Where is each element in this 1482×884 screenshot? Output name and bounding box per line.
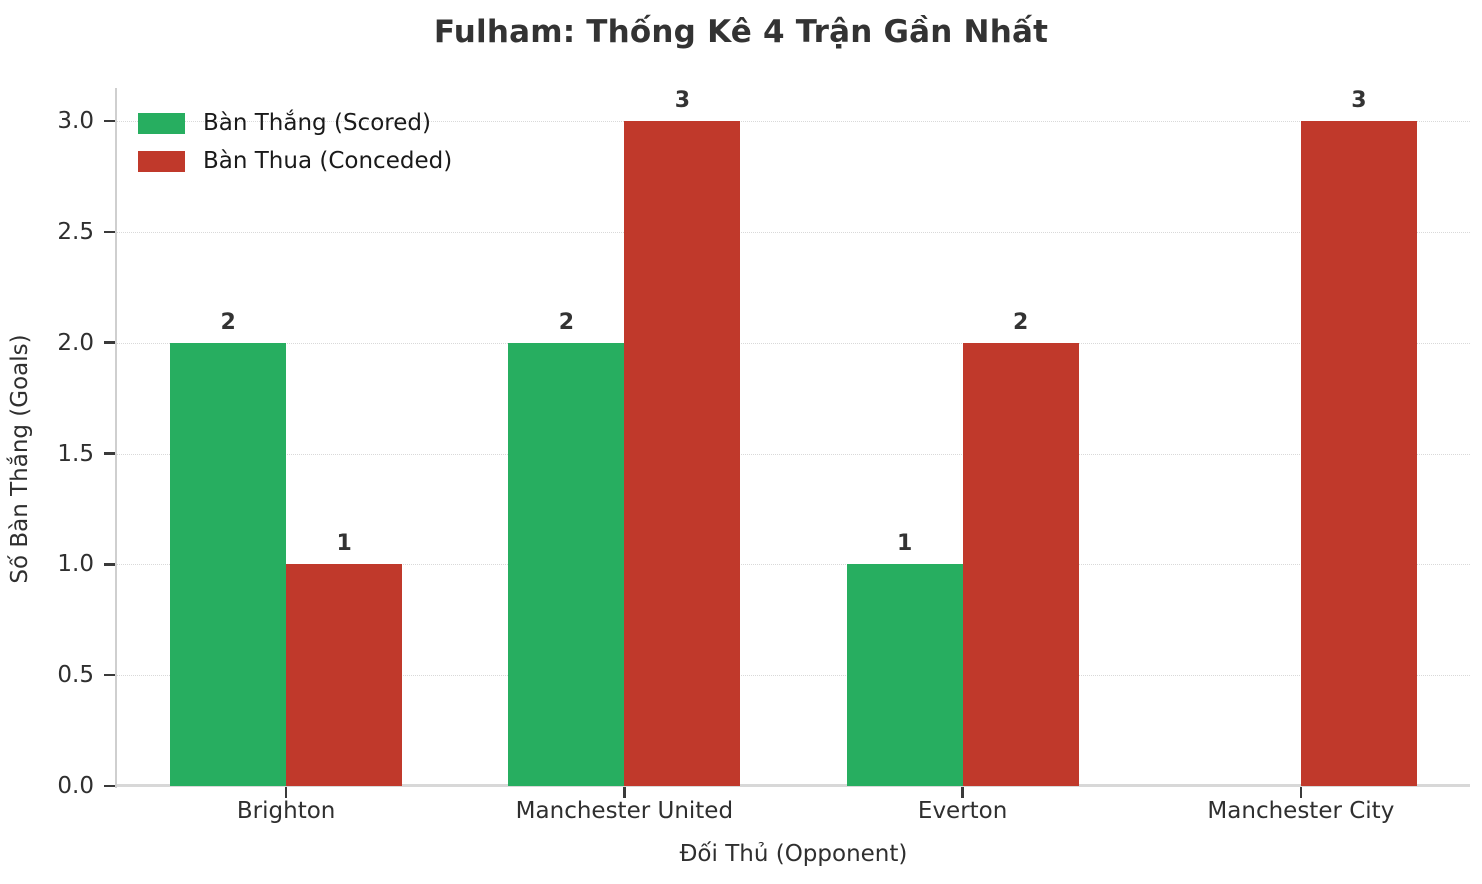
bar[interactable] (286, 564, 403, 786)
y-tick-mark (104, 673, 115, 677)
x-axis-spine (117, 784, 1470, 787)
gridline (117, 342, 1470, 344)
y-tick-label: 1.5 (57, 440, 94, 467)
bar-value-label: 1 (336, 531, 352, 557)
x-tick-mark (961, 787, 964, 798)
y-tick-mark (104, 784, 115, 788)
y-tick-label: 1.0 (57, 551, 94, 578)
bar-value-label: 3 (1351, 88, 1367, 113)
x-tick-label: Everton (917, 798, 1008, 824)
bar[interactable] (624, 121, 741, 786)
legend-label-conceded: Bàn Thua (Conceded) (203, 148, 453, 174)
chart-legend: Bàn Thắng (Scored) Bàn Thua (Conceded) (138, 104, 452, 180)
chart-title: Fulham: Thống Kê 4 Trận Gần Nhất (433, 14, 1049, 50)
y-axis-spine (115, 88, 118, 788)
y-tick-mark (104, 119, 115, 123)
bar-value-label: 2 (558, 309, 575, 335)
x-tick-mark (1299, 787, 1303, 798)
x-tick-label: Manchester United (515, 798, 734, 824)
y-axis-title: Số Bàn Thắng (Goals) (7, 334, 33, 584)
x-tick-mark (623, 787, 626, 798)
bar[interactable] (962, 342, 1079, 786)
y-tick-mark (104, 341, 115, 344)
y-tick-label: 0.0 (57, 773, 94, 799)
legend-label-scored: Bàn Thắng (Scored) (203, 110, 431, 136)
legend-item-conceded[interactable]: Bàn Thua (Conceded) (138, 142, 452, 180)
legend-swatch-scored (138, 112, 185, 134)
bar-value-label: 1 (896, 531, 913, 557)
gridline (117, 564, 1470, 566)
x-tick-label: Brighton (236, 798, 336, 824)
y-tick-label: 2.5 (57, 218, 94, 245)
legend-swatch-conceded (138, 150, 185, 172)
bar-value-label: 2 (220, 309, 236, 335)
y-tick-mark (104, 452, 115, 455)
x-tick-mark (284, 787, 288, 798)
bar-value-label: 3 (674, 88, 691, 113)
y-tick-label: 3.0 (57, 108, 94, 134)
gridline (117, 675, 1470, 677)
bar[interactable] (846, 564, 963, 786)
gridline (117, 453, 1470, 455)
bar[interactable] (1300, 121, 1417, 786)
y-tick-label: 0.5 (57, 662, 94, 689)
bar[interactable] (508, 342, 625, 786)
x-axis-title: Đối Thủ (Opponent) (679, 841, 908, 867)
y-tick-mark (104, 230, 115, 234)
legend-item-scored[interactable]: Bàn Thắng (Scored) (138, 104, 452, 142)
gridline (117, 121, 1470, 122)
y-tick-mark (104, 563, 115, 566)
bar-value-label: 2 (1012, 309, 1029, 335)
x-tick-label: Manchester City (1207, 798, 1395, 824)
y-tick-label: 2.0 (57, 329, 94, 356)
gridline (117, 231, 1470, 233)
bar[interactable] (170, 342, 287, 786)
